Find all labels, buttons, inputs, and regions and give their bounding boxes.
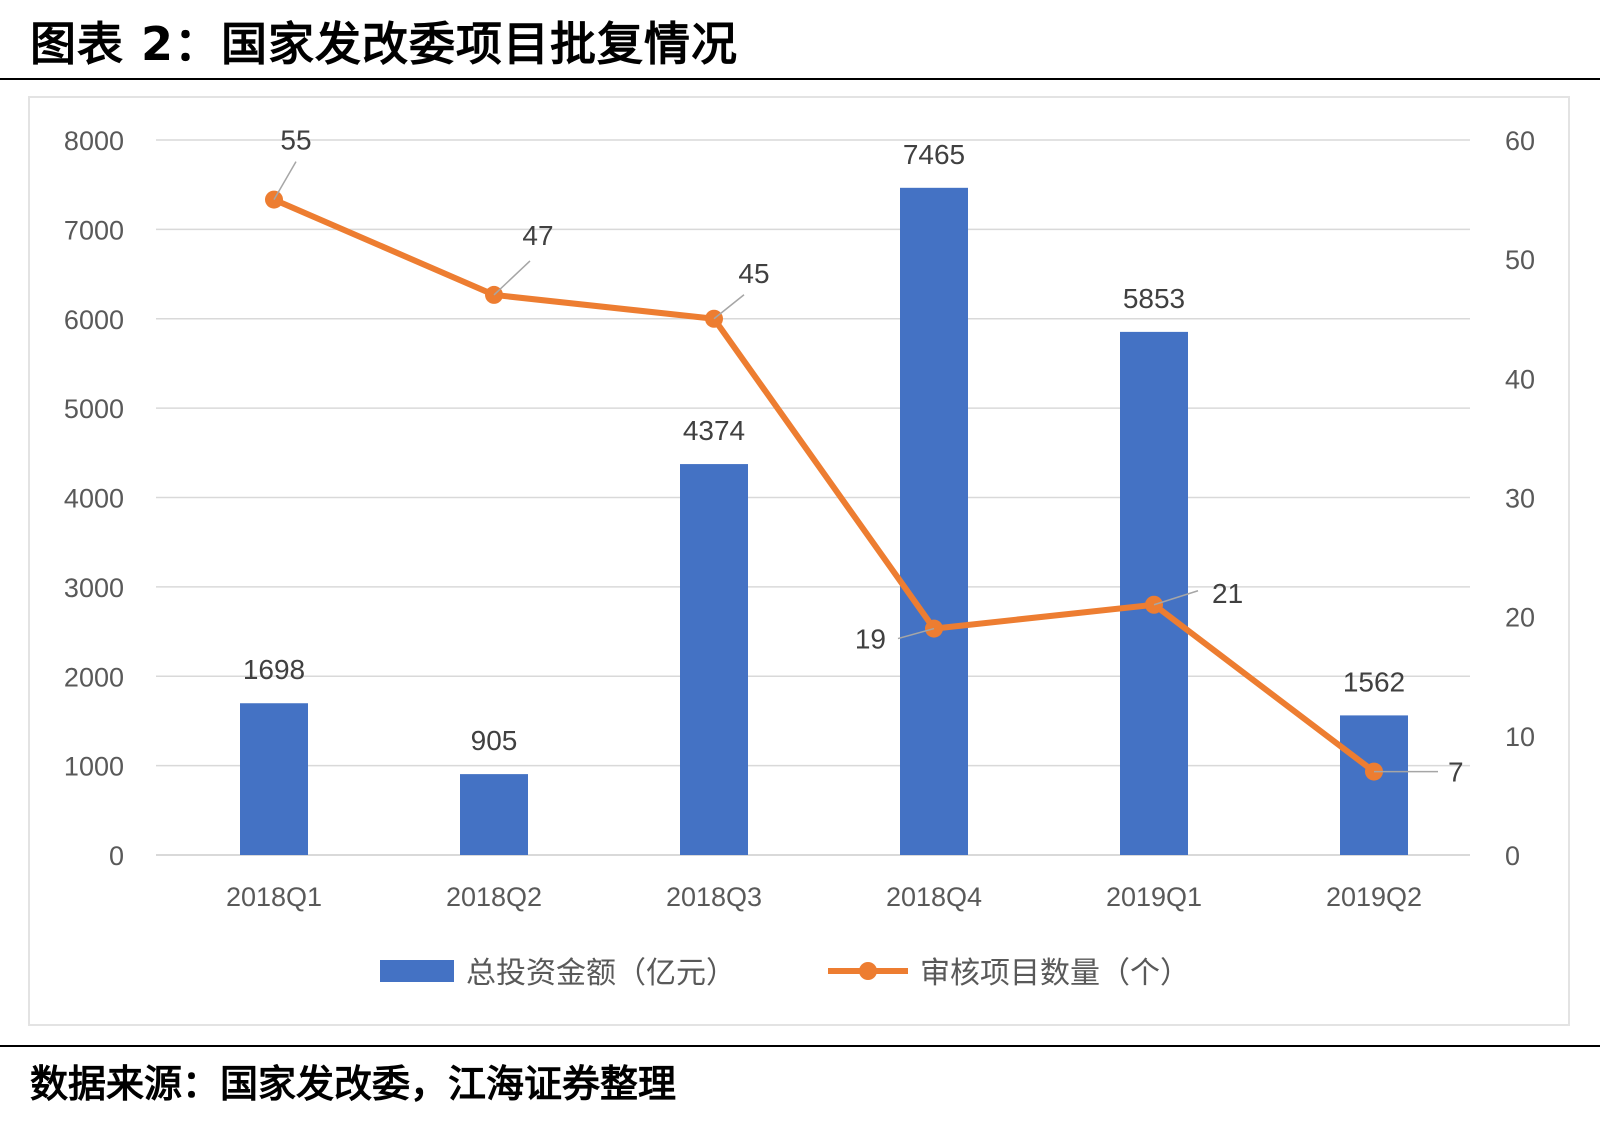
left-tick-label: 3000 <box>64 573 124 603</box>
left-tick-label: 5000 <box>64 394 124 424</box>
category-axis-ticks: 2018Q1 2018Q2 2018Q3 2018Q4 2019Q1 2019Q2 <box>226 882 1422 912</box>
bar-2018Q1[interactable] <box>240 703 308 855</box>
leader-line <box>493 260 531 296</box>
legend-bar-swatch <box>380 960 454 982</box>
bar-value-label: 5853 <box>1123 283 1185 314</box>
right-tick-label: 20 <box>1505 603 1535 633</box>
left-tick-label: 0 <box>109 841 124 871</box>
bar-value-label: 905 <box>471 725 518 756</box>
right-tick-label: 0 <box>1505 841 1520 871</box>
right-tick-label: 50 <box>1505 245 1535 275</box>
left-axis-ticks: 0 1000 2000 3000 4000 5000 6000 7000 8000 <box>64 126 124 871</box>
leader-line <box>273 161 297 200</box>
category-tick-label: 2018Q2 <box>446 882 542 912</box>
right-axis-ticks: 0 10 20 30 40 50 60 <box>1505 126 1535 871</box>
left-tick-label: 6000 <box>64 305 124 335</box>
legend-item-amount[interactable]: 总投资金额（亿元） <box>380 956 736 991</box>
line-value-label: 7 <box>1448 757 1464 788</box>
legend-marker <box>859 962 877 980</box>
bar-2019Q2[interactable] <box>1340 715 1408 855</box>
chart-title: 图表 2：国家发改委项目批复情况 <box>30 17 739 71</box>
category-tick-label: 2019Q2 <box>1326 882 1422 912</box>
leader-line <box>897 627 935 640</box>
bar-value-label: 7465 <box>903 139 965 170</box>
bar-data-labels: 1698 905 4374 7465 5853 1562 <box>243 139 1405 756</box>
left-tick-label: 4000 <box>64 484 124 514</box>
legend-item-count[interactable]: 审核项目数量（个） <box>828 956 1190 991</box>
left-tick-label: 1000 <box>64 752 124 782</box>
category-tick-label: 2018Q1 <box>226 882 322 912</box>
legend: 总投资金额（亿元） 审核项目数量（个） <box>380 956 1190 991</box>
gridlines <box>156 139 1470 856</box>
category-tick-label: 2019Q1 <box>1106 882 1202 912</box>
legend-label-count: 审核项目数量（个） <box>920 956 1190 991</box>
line-value-label: 21 <box>1212 578 1243 609</box>
legend-label-amount: 总投资金额（亿元） <box>466 956 736 991</box>
right-tick-label: 40 <box>1505 364 1535 394</box>
category-tick-label: 2018Q3 <box>666 882 762 912</box>
bar-series <box>240 187 1408 856</box>
left-tick-label: 7000 <box>64 215 124 245</box>
right-tick-label: 60 <box>1505 126 1535 156</box>
left-tick-label: 2000 <box>64 662 124 692</box>
left-tick-label: 8000 <box>64 126 124 156</box>
bar-value-label: 1698 <box>243 654 305 685</box>
right-tick-label: 10 <box>1505 722 1535 752</box>
line-value-label: 45 <box>738 258 769 289</box>
line-value-label: 19 <box>855 624 886 655</box>
right-tick-label: 30 <box>1505 484 1535 514</box>
category-tick-label: 2018Q4 <box>886 882 982 912</box>
leader-line <box>1153 590 1199 606</box>
chart-frame <box>28 96 1570 1026</box>
leader-line <box>713 294 745 320</box>
bar-value-label: 4374 <box>683 415 745 446</box>
bar-2018Q4[interactable] <box>900 187 968 856</box>
line-value-label: 55 <box>280 125 311 156</box>
bottom-rule <box>0 1045 1600 1047</box>
bar-value-label: 1562 <box>1343 666 1405 697</box>
bar-2018Q2[interactable] <box>460 774 528 855</box>
bar-2018Q3[interactable] <box>680 464 748 855</box>
count-line <box>272 196 1376 774</box>
line-series <box>265 190 1383 781</box>
source-note: 数据来源：国家发改委，江海证券整理 <box>30 1062 677 1106</box>
bar-2019Q1[interactable] <box>1120 331 1188 855</box>
line-data-labels: 55 47 45 19 21 7 <box>273 125 1464 788</box>
top-rule <box>0 78 1600 80</box>
line-value-label: 47 <box>522 220 553 251</box>
